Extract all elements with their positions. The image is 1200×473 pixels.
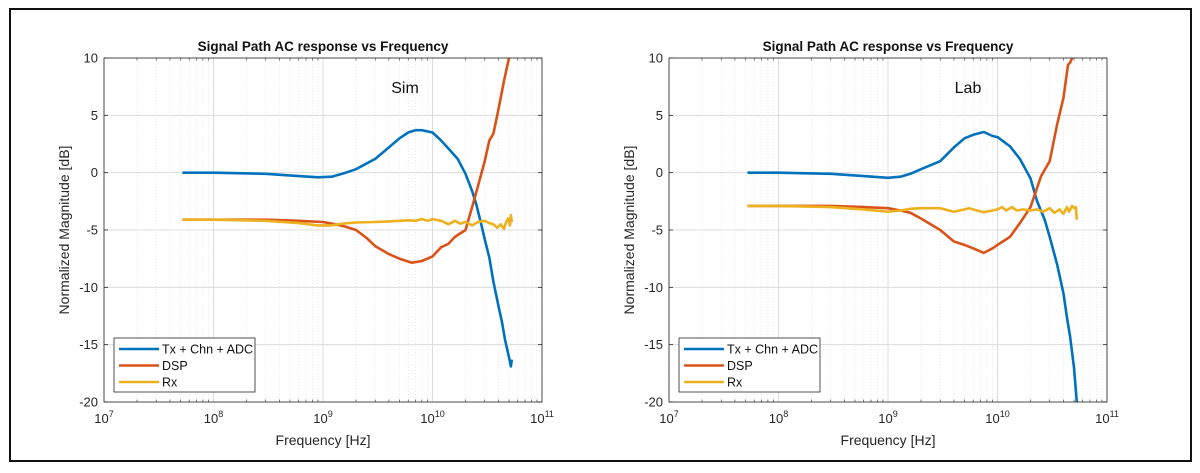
y-axis-label: Normalized Magnitude [dB] [56,146,72,315]
x-tick-label: 109 [313,409,332,426]
x-tick-exponent: 11 [1110,409,1119,419]
y-tick-label: -20 [644,395,663,410]
y-tick-label: 0 [656,165,663,180]
y-tick-label: 5 [91,108,98,123]
x-tick-exponent: 8 [783,409,788,419]
series-line-dsp [747,58,1074,255]
x-tick-exponent: 9 [328,409,333,419]
x-tick-exponent: 7 [674,409,679,419]
y-tick-label: -5 [86,223,98,238]
y-tick-label: 5 [656,108,663,123]
chart-annotation: Lab [955,80,982,97]
y-tick-label: -10 [79,280,98,295]
x-axis-label: Frequency [Hz] [841,432,936,448]
x-tick-base: 10 [204,411,218,426]
y-tick-label: -15 [644,337,663,352]
y-tick-label: -5 [651,223,663,238]
x-tick-exponent: 10 [435,409,445,419]
x-tick-base: 10 [659,411,673,426]
legend-label: Rx [162,376,178,390]
y-tick-label: 10 [649,51,663,66]
x-tick-label: 107 [94,409,113,426]
series-line-rx [747,204,1079,220]
y-axis-label: Normalized Magnitude [dB] [621,146,637,315]
x-tick-base: 10 [94,411,108,426]
series-line-rx [182,213,514,231]
x-tick-base: 10 [769,411,783,426]
x-tick-base: 10 [878,411,892,426]
legend-label: Tx + Chn + ADC [727,343,818,357]
x-tick-label: 108 [204,409,223,426]
legend-label: DSP [727,359,753,373]
series-line-tx-chn-adc [182,128,514,368]
x-tick-exponent: 8 [218,409,223,419]
x-tick-label: 1010 [985,409,1009,426]
y-tick-label: -10 [644,280,663,295]
legend: Tx + Chn + ADC DSP Rx [678,337,821,393]
x-tick-label: 1010 [420,409,444,426]
x-tick-base: 10 [1095,411,1109,426]
chart-annotation: Sim [391,80,419,97]
x-tick-base: 10 [530,411,544,426]
x-tick-exponent: 7 [109,409,114,419]
x-tick-base: 10 [420,411,434,426]
axes-box [103,57,543,403]
y-tick-label: 0 [91,165,98,180]
legend-label: Tx + Chn + ADC [162,343,253,357]
x-tick-label: 107 [659,409,678,426]
x-tick-label: 108 [769,409,788,426]
series-line-dsp [182,58,511,265]
legend: Tx + Chn + ADC DSP Rx [113,337,256,393]
x-tick-exponent: 11 [545,409,554,419]
chart-title: Signal Path AC response vs Frequency [198,39,449,54]
x-tick-base: 10 [985,411,999,426]
axes-box [668,57,1108,403]
y-tick-label: -15 [79,337,98,352]
x-tick-label: 1011 [1095,409,1119,426]
x-tick-exponent: 9 [893,409,898,419]
x-tick-label: 109 [878,409,897,426]
y-tick-label: -20 [79,395,98,410]
x-tick-base: 10 [313,411,327,426]
series-line-tx-chn-adc [747,130,1079,402]
x-tick-exponent: 10 [1000,409,1010,419]
y-tick-label: 10 [84,51,98,66]
chart-title: Signal Path AC response vs Frequency [763,39,1014,54]
x-tick-label: 1011 [530,409,554,426]
legend-label: DSP [162,359,188,373]
legend-label: Rx [727,376,743,390]
x-axis-label: Frequency [Hz] [276,432,371,448]
